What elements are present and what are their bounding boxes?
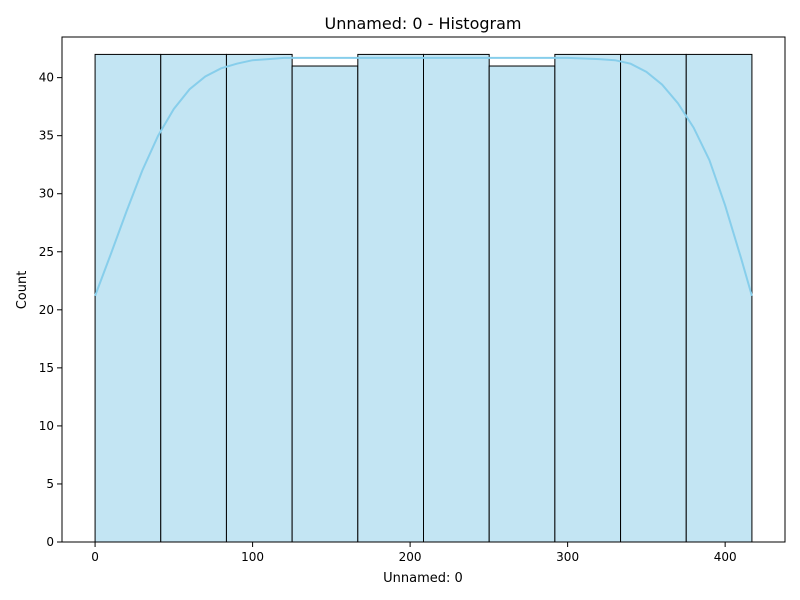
histogram-bar-9 (620, 53, 687, 543)
histogram-bar-7 (488, 65, 556, 543)
kde-line (94, 56, 753, 297)
histogram-bar-8 (554, 53, 622, 543)
y-axis-label: Count (15, 271, 30, 310)
kde-group (94, 56, 753, 297)
y-tick-label: 30 (39, 187, 54, 201)
y-tick-label: 35 (39, 129, 54, 143)
histogram-bar-4 (291, 65, 359, 543)
y-tick-label: 0 (46, 535, 54, 549)
histogram-bar-5 (357, 53, 424, 543)
y-tick-label: 25 (39, 245, 54, 259)
x-tick-label: 100 (241, 550, 264, 564)
y-tick-label: 40 (39, 71, 54, 85)
plot-frame (61, 36, 786, 543)
y-axis-ticks: 0 5 10 15 20 25 30 35 40 (39, 71, 62, 549)
x-axis-label: Unnamed: 0 (383, 571, 463, 586)
y-tick-label: 15 (39, 361, 54, 375)
y-tick-label: 5 (46, 477, 54, 491)
histogram-bar-2 (160, 53, 227, 543)
histogram-bar-3 (225, 53, 293, 543)
histogram-bar-1 (94, 53, 162, 543)
x-tick-label: 0 (91, 550, 99, 564)
x-tick-label: 300 (556, 550, 579, 564)
bars-group (94, 53, 753, 543)
x-tick-label: 400 (714, 550, 737, 564)
y-tick-label: 10 (39, 419, 54, 433)
x-axis-ticks: 0 100 200 300 400 (91, 542, 737, 564)
y-tick-label: 20 (39, 303, 54, 317)
chart-title: Unnamed: 0 - Histogram (325, 14, 522, 33)
histogram-bar-6 (423, 53, 490, 543)
x-tick-label: 200 (399, 550, 422, 564)
histogram-bar-10 (685, 53, 753, 543)
